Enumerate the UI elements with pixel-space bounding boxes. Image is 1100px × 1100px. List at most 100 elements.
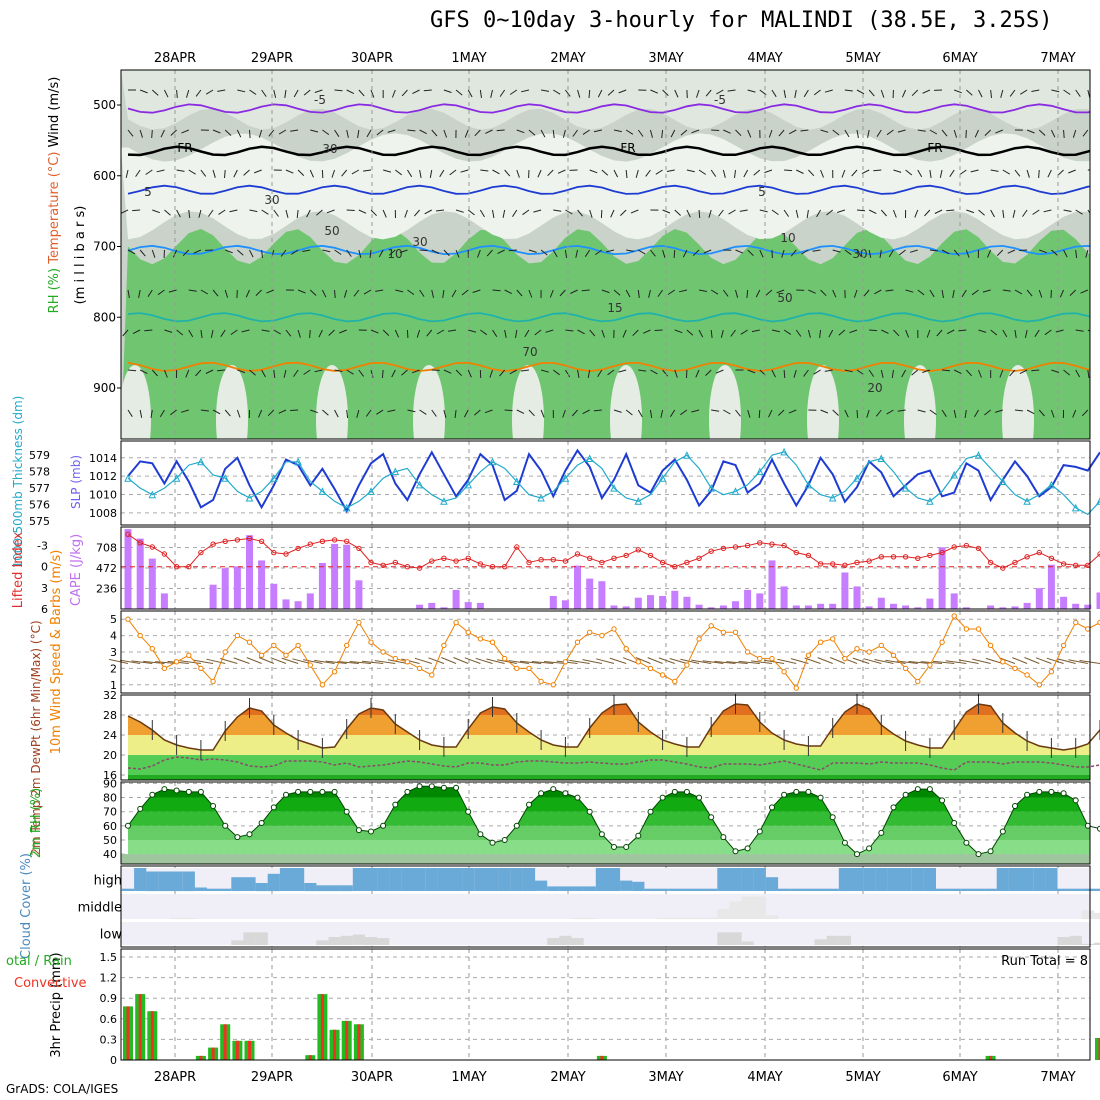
thickness-point	[780, 447, 788, 456]
wind-barb	[524, 329, 530, 338]
wind-barb	[1020, 89, 1028, 95]
wind-barb	[195, 89, 202, 97]
wind-speed-point	[1060, 642, 1067, 649]
rh-point	[574, 794, 581, 801]
thickness-tick: 576	[29, 499, 50, 512]
wind-barb	[188, 329, 194, 338]
thickness-point	[755, 467, 764, 476]
wind-barb	[504, 409, 513, 412]
wind-speed-point	[429, 672, 435, 678]
wind-speed-point	[599, 632, 605, 639]
surface-wind-barb	[1012, 657, 1028, 664]
wind-barb	[922, 369, 931, 373]
wind-barb	[423, 89, 432, 92]
wind-barb	[1031, 369, 1040, 372]
li-point	[1097, 551, 1100, 557]
cape-bar	[598, 581, 606, 609]
wind-barb	[570, 289, 578, 294]
wind-barb	[965, 369, 973, 377]
rh-point	[1097, 825, 1100, 832]
wind-barb	[680, 409, 688, 416]
wind-speed-point	[939, 639, 945, 645]
li-tick: 6	[41, 603, 48, 616]
wind-barb	[987, 249, 992, 258]
cloud-bar	[450, 868, 463, 891]
wind-barb	[547, 169, 554, 177]
thickness-point	[828, 493, 837, 502]
wind-barb	[946, 329, 955, 335]
thickness-point	[148, 490, 157, 499]
rh-point	[137, 805, 144, 812]
li-point	[623, 552, 629, 559]
wind-barb	[661, 129, 664, 139]
temp-axis-label: 2m Temp 2m DewPt (6hr Min/Max) (°C)	[29, 620, 43, 855]
date-label-top: 30APR	[351, 51, 393, 66]
wind-barb	[358, 209, 367, 214]
cloud-bar	[243, 877, 256, 891]
li-point	[258, 538, 265, 544]
wind-barb	[122, 329, 129, 337]
cape-bar	[938, 547, 946, 609]
cloud-bar	[328, 937, 341, 946]
wind-barb	[705, 369, 712, 376]
wind-barb	[939, 169, 943, 178]
rh-point	[562, 790, 569, 797]
wind-barb	[460, 169, 469, 173]
wind-barb	[886, 129, 894, 136]
cape-bar	[452, 589, 460, 609]
thickness-point	[269, 474, 278, 482]
rh-pocket	[709, 365, 741, 439]
thickness-point	[634, 497, 643, 505]
surface-wind-barb	[751, 660, 773, 664]
wind-barb	[881, 329, 889, 334]
wind-barb	[868, 209, 877, 215]
wind-barb	[419, 409, 427, 415]
wind-barb	[577, 89, 581, 98]
wind-barb	[759, 249, 764, 258]
date-label-bottom: 4MAY	[747, 1070, 782, 1085]
rh-point	[1012, 803, 1018, 809]
li-point	[283, 551, 289, 557]
wind-barb	[777, 409, 785, 416]
wind-barb	[376, 409, 384, 415]
wind-barb	[200, 169, 207, 177]
wind-barb	[401, 89, 408, 97]
precip-convective-bar	[320, 994, 324, 1060]
wind-speed-point	[987, 642, 994, 649]
wind-barb	[953, 249, 960, 257]
li-tick: -3	[37, 540, 48, 553]
rh-point	[368, 828, 374, 835]
cloud-bar	[194, 887, 207, 891]
rh-upper-layer	[121, 70, 1090, 130]
wind-barb	[577, 369, 580, 378]
wind-tick: 5	[110, 613, 117, 626]
cape-bar	[987, 605, 995, 609]
li-point	[1048, 555, 1055, 561]
cloud-bar	[826, 935, 839, 945]
wind-speed-point	[866, 649, 872, 655]
contour-label: 10	[780, 231, 795, 245]
rh-pocket	[316, 365, 348, 439]
wind-barb	[958, 329, 967, 332]
wind-barb	[334, 369, 343, 372]
wind-barb	[999, 369, 1004, 378]
wind-barb	[1012, 209, 1016, 218]
wind-barb	[808, 169, 815, 177]
wind-barb	[127, 129, 134, 137]
thickness-point	[318, 487, 327, 495]
wind-barb	[375, 289, 384, 292]
wind-barb	[291, 249, 299, 255]
precip-convective-bar	[199, 1055, 203, 1060]
wind-barb	[595, 249, 603, 256]
wind-speed-point	[173, 659, 180, 665]
wind-barb	[929, 129, 938, 135]
cape-bar	[294, 601, 302, 609]
date-label-top: 6MAY	[942, 51, 977, 66]
wind-barb	[426, 329, 433, 337]
wind-barb	[443, 89, 452, 93]
wind-barb	[309, 289, 317, 296]
wind-barb	[1000, 89, 1004, 98]
wind-barb	[290, 409, 299, 411]
wind-speed-point	[574, 639, 581, 645]
wind-barb	[1047, 169, 1052, 178]
